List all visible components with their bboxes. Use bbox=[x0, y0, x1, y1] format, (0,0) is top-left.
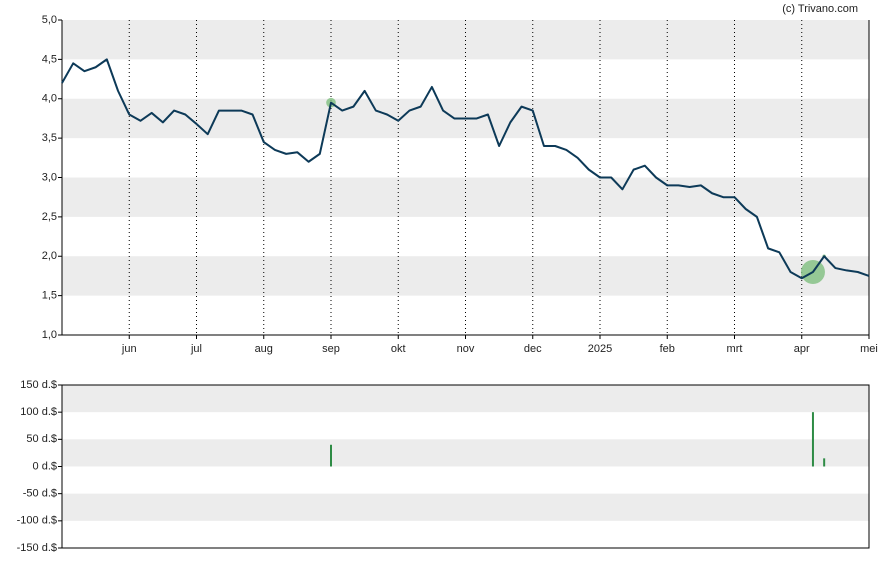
bar bbox=[330, 444, 332, 467]
y-tick-label: -150 d.$ bbox=[17, 542, 57, 554]
y-tick-label: 150 d.$ bbox=[20, 379, 57, 391]
y-tick-label: -50 d.$ bbox=[23, 488, 57, 500]
axis bbox=[61, 20, 870, 336]
y-tick-label: 0 d.$ bbox=[33, 460, 57, 472]
x-tick-label: sep bbox=[322, 343, 340, 355]
price-line bbox=[61, 58, 870, 280]
x-tick-label: feb bbox=[660, 343, 675, 355]
x-tick-label: aug bbox=[255, 343, 273, 355]
y-tick-label: 5,0 bbox=[42, 14, 57, 26]
y-tick-label: 1,0 bbox=[42, 329, 57, 341]
y-tick-label: 4,0 bbox=[42, 93, 57, 105]
x-tick-label: mrt bbox=[727, 343, 743, 355]
y-tick-label: 1,5 bbox=[42, 290, 57, 302]
grid-band bbox=[62, 439, 869, 467]
x-tick-label: jul bbox=[190, 343, 202, 355]
y-tick-label: -100 d.$ bbox=[17, 515, 57, 527]
bar bbox=[823, 458, 826, 467]
x-tick-label: mei bbox=[860, 343, 878, 355]
x-tick-label: okt bbox=[391, 343, 406, 355]
y-tick-label: 2,5 bbox=[42, 211, 57, 223]
x-tick-label: nov bbox=[457, 343, 475, 355]
x-tick-label: jun bbox=[121, 343, 137, 355]
x-tick-label: 2025 bbox=[588, 343, 612, 355]
y-tick-label: 4,5 bbox=[42, 53, 57, 65]
x-tick-label: dec bbox=[524, 343, 542, 355]
source: (c) Trivano.com bbox=[782, 3, 858, 15]
y-tick-label: 3,5 bbox=[42, 132, 57, 144]
grid-band bbox=[62, 256, 869, 296]
y-tick-label: 2,0 bbox=[42, 250, 57, 262]
x-tick-label: apr bbox=[794, 343, 810, 355]
axis-frame bbox=[61, 384, 870, 549]
y-tick-label: 50 d.$ bbox=[26, 433, 57, 445]
y-tick-label: 100 d.$ bbox=[20, 406, 57, 418]
grid-band bbox=[62, 493, 869, 521]
y-tick-label: 3,0 bbox=[42, 171, 57, 183]
bar bbox=[811, 412, 814, 467]
grid-band bbox=[62, 20, 869, 60]
grid-band bbox=[62, 385, 869, 413]
